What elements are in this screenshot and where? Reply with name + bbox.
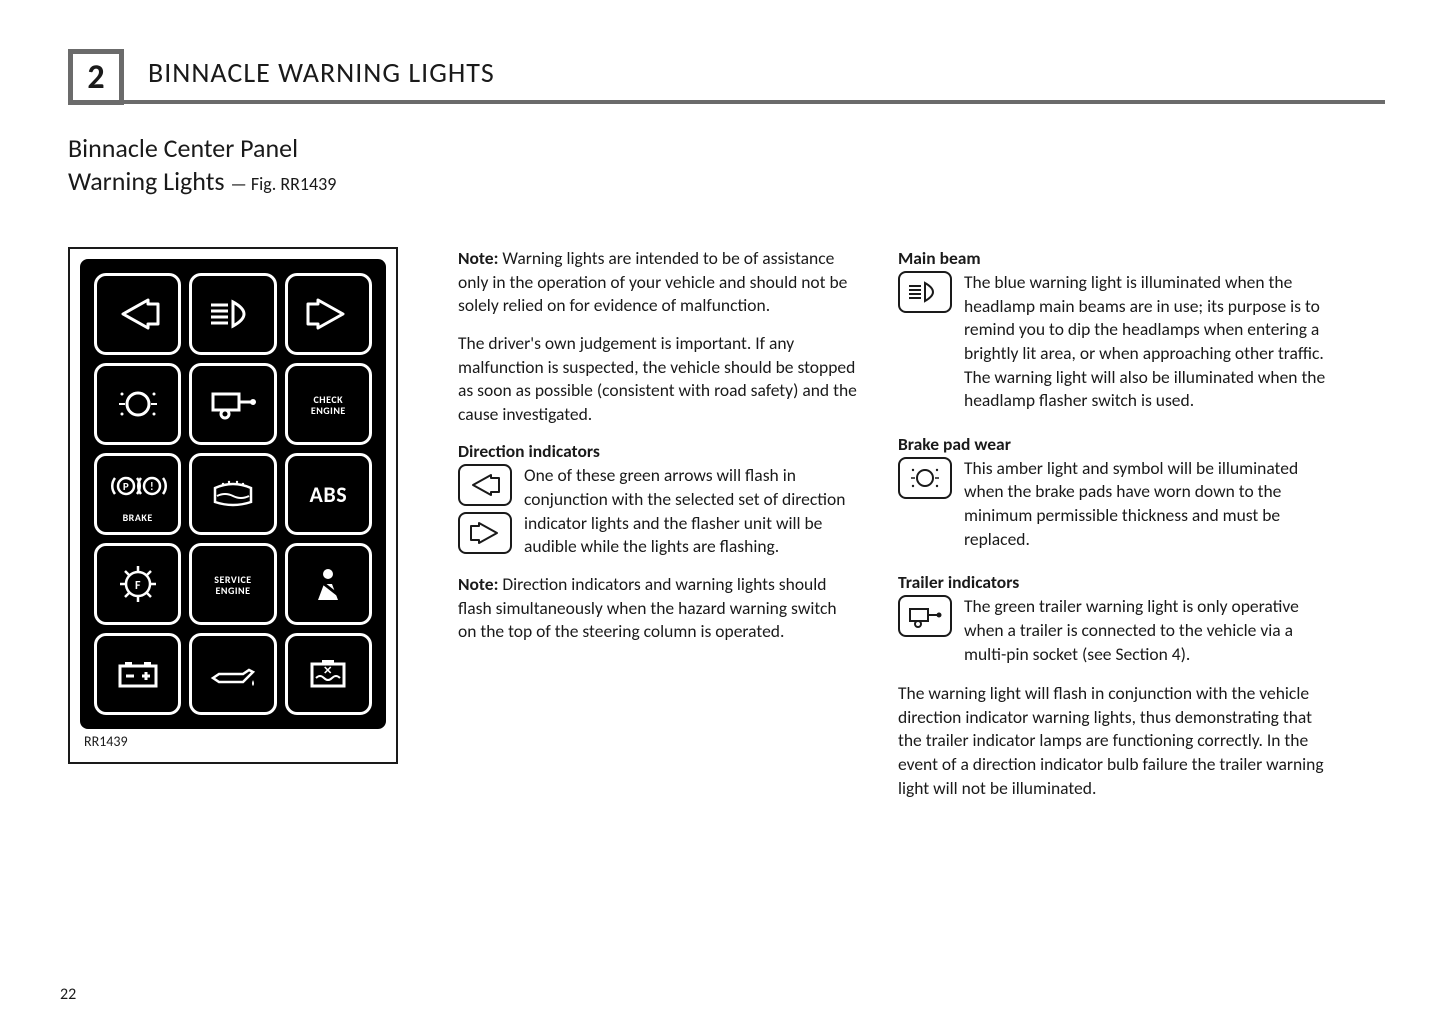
panel-battery-icon [94, 633, 181, 715]
panel-abs-label: ABS [310, 481, 348, 508]
right-arrow-icon [458, 512, 512, 554]
trailer-entry: The green trailer warning light is only … [898, 595, 1328, 676]
svg-text:!: ! [150, 480, 154, 493]
main-beam-body: The blue warning light is illuminated wh… [964, 271, 1328, 413]
note-hazard: Note: Direction indicators and warning l… [458, 573, 858, 644]
panel-service-engine: SERVICEENGINE [189, 543, 276, 625]
figure-column: CHECKENGINE P! BRAKE ABS F SERV [68, 247, 418, 814]
note2-text: Direction indicators and warning lights … [458, 573, 837, 642]
left-arrow-icon [458, 464, 512, 506]
panel-check-engine-label: CHECKENGINE [311, 394, 346, 416]
note-warning: Note: Warning lights are intended to be … [458, 247, 858, 318]
brake-pad-entry: This amber light and symbol will be illu… [898, 457, 1328, 566]
panel-coolant-icon: ✕ [285, 633, 372, 715]
svg-text:F: F [135, 579, 141, 593]
panel-oil-icon [189, 633, 276, 715]
subtitle-fig-ref: — Fig. RR1439 [230, 173, 336, 195]
warning-panel-grid: CHECKENGINE P! BRAKE ABS F SERV [80, 259, 386, 729]
trailer-body1: The green trailer warning light is only … [964, 595, 1328, 666]
section-number-box: 2 [68, 49, 124, 105]
svg-text:✕: ✕ [323, 664, 333, 677]
panel-washer-icon [189, 453, 276, 535]
note-text: Warning lights are intended to be of ass… [458, 247, 847, 316]
subtitle-line2: Warning Lights [68, 165, 225, 197]
panel-check-engine: CHECKENGINE [285, 363, 372, 445]
panel-figure: CHECKENGINE P! BRAKE ABS F SERV [68, 247, 398, 764]
panel-brake-pad-icon [94, 363, 181, 445]
panel-abs: ABS [285, 453, 372, 535]
direction-indicators-body: One of these green arrows will flash in … [524, 464, 858, 559]
panel-left-arrow-icon [94, 273, 181, 355]
driver-judgement-para: The driver's own judgement is important.… [458, 332, 858, 427]
figure-label: RR1439 [80, 731, 132, 752]
direction-arrow-icons [458, 464, 512, 567]
note2-label: Note: [458, 573, 498, 595]
main-beam-heading: Main beam [898, 247, 1328, 269]
page-header: 2 BINNACLE WARNING LIGHTS [68, 40, 1385, 104]
panel-temp-icon: F [94, 543, 181, 625]
section-number: 2 [87, 57, 104, 98]
panel-main-beam-icon [189, 273, 276, 355]
brake-pad-heading: Brake pad wear [898, 433, 1328, 455]
panel-brake-label: BRAKE [123, 512, 153, 523]
direction-indicators-heading: Direction indicators [458, 440, 858, 462]
brake-pad-body: This amber light and symbol will be illu… [964, 457, 1328, 552]
page-subtitle: Binnacle Center Panel Warning Lights — F… [68, 132, 1385, 197]
header-title: BINNACLE WARNING LIGHTS [148, 55, 495, 96]
page-number: 22 [60, 985, 76, 1004]
subtitle-line1: Binnacle Center Panel [68, 132, 298, 164]
svg-text:P: P [122, 480, 128, 493]
panel-right-arrow-icon [285, 273, 372, 355]
main-beam-entry: The blue warning light is illuminated wh… [898, 271, 1328, 427]
panel-seatbelt-icon [285, 543, 372, 625]
panel-service-engine-label: SERVICEENGINE [214, 574, 251, 596]
trailer-heading: Trailer indicators [898, 571, 1328, 593]
direction-indicators-entry: One of these green arrows will flash in … [458, 464, 858, 567]
brake-pad-icon [898, 457, 952, 499]
panel-brake-icon: P! BRAKE [94, 453, 181, 535]
main-beam-icon [898, 271, 952, 313]
note-label: Note: [458, 247, 498, 269]
trailer-icon [898, 595, 952, 637]
trailer-body2: The warning light will flash in conjunct… [898, 682, 1328, 800]
right-column: Main beam The blue warning light is illu… [898, 247, 1328, 814]
content-columns: CHECKENGINE P! BRAKE ABS F SERV [68, 247, 1385, 814]
panel-trailer-icon [189, 363, 276, 445]
middle-column: Note: Warning lights are intended to be … [458, 247, 858, 814]
